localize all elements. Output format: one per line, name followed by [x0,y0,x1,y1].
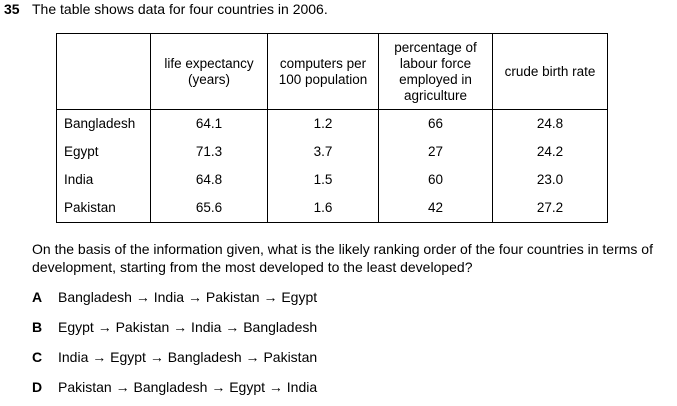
option-b[interactable]: B Egypt → Pakistan → India → Bangladesh [32,319,317,335]
option-text: Egypt → Pakistan → India → Bangladesh [58,319,318,335]
table-cell: 1.6 [267,194,379,223]
table-row: Egypt 71.3 3.7 27 24.2 [56,138,608,166]
country-cell: Egypt [56,138,151,166]
table-cell: 1.2 [267,109,379,138]
table-cell: 27.2 [492,194,608,223]
header-country [56,33,151,110]
option-text: India → Egypt → Bangladesh → Pakistan [58,349,318,365]
country-cell: Bangladesh [56,109,151,138]
question-stem: The table shows data for four countries … [32,1,328,17]
header-life-expectancy: life expectancy (years) [150,33,268,110]
table-cell: 24.2 [492,138,608,166]
option-c[interactable]: C India → Egypt → Bangladesh → Pakistan [32,349,317,365]
option-a[interactable]: A Bangladesh → India → Pakistan → Egypt [32,289,317,305]
table-cell: 27 [378,138,493,166]
table-cell: 42 [378,194,493,223]
option-d[interactable]: D Pakistan → Bangladesh → Egypt → India [32,379,317,395]
option-letter: B [32,319,43,335]
option-letter: D [32,379,43,395]
question-prompt: On the basis of the information given, w… [32,241,653,275]
option-letter: A [32,289,43,305]
table-cell: 1.5 [267,166,379,194]
table-cell: 64.8 [150,166,268,194]
table-cell: 65.6 [150,194,268,223]
table-row: Pakistan 65.6 1.6 42 27.2 [56,194,608,223]
table-cell: 71.3 [150,138,268,166]
option-text: Bangladesh → India → Pakistan → Egypt [58,289,318,305]
table-header-row: life expectancy (years) computers per 10… [56,33,608,110]
option-text: Pakistan → Bangladesh → Egypt → India [58,379,318,395]
data-table: life expectancy (years) computers per 10… [56,33,608,223]
table-cell: 66 [378,109,493,138]
country-cell: India [56,166,151,194]
question-number: 35 [4,1,20,17]
table-row: India 64.8 1.5 60 23.0 [56,166,608,194]
table-cell: 3.7 [267,138,379,166]
table-cell: 60 [378,166,493,194]
country-cell: Pakistan [56,194,151,223]
header-agriculture: percentage of labour force employed in a… [378,33,493,110]
table-cell: 64.1 [150,109,268,138]
option-letter: C [32,349,43,365]
header-birth-rate: crude birth rate [492,33,608,110]
header-computers: computers per 100 population [267,33,379,110]
table-cell: 24.8 [492,109,608,138]
table-row: Bangladesh 64.1 1.2 66 24.8 [56,109,608,138]
table-cell: 23.0 [492,166,608,194]
